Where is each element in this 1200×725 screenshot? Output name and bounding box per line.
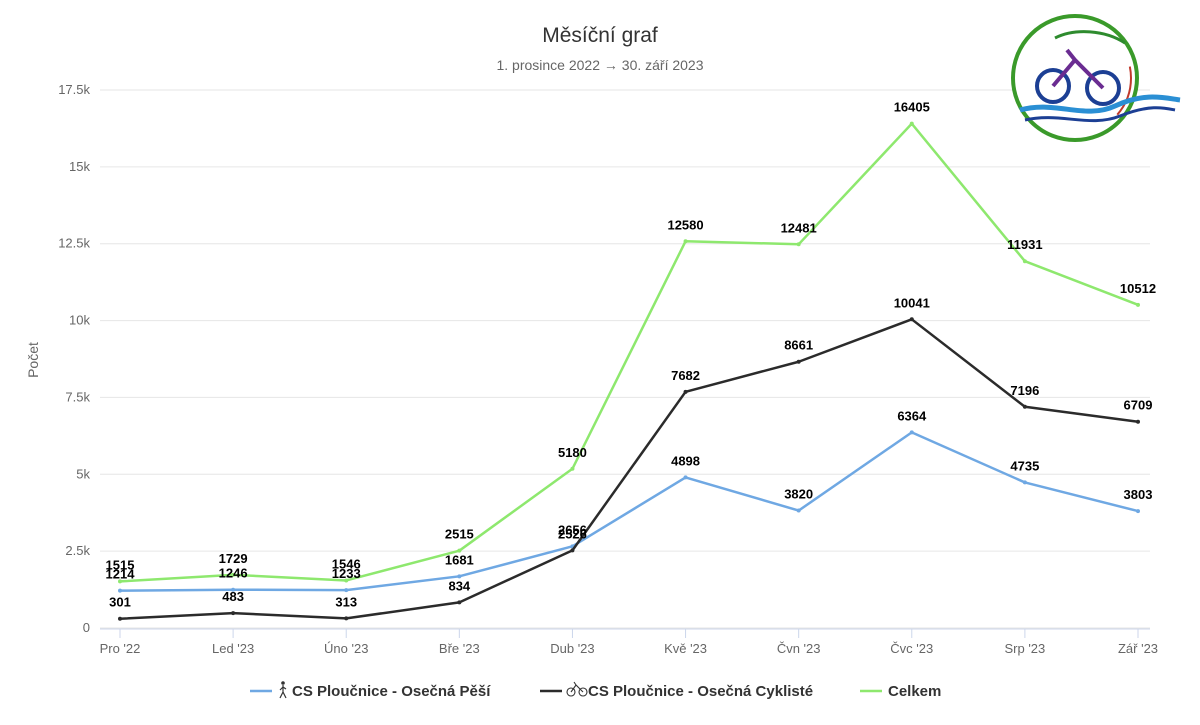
data-label: 1681 bbox=[445, 552, 474, 567]
data-label: 1515 bbox=[106, 557, 135, 572]
y-axis-ticks: 0 2.5k 5k 7.5k 10k 12.5k 15k 17.5k bbox=[58, 82, 90, 635]
data-point bbox=[231, 572, 236, 577]
data-point bbox=[118, 616, 122, 621]
data-point bbox=[118, 579, 122, 584]
data-label: 12481 bbox=[781, 220, 817, 235]
data-point bbox=[457, 574, 462, 579]
data-point bbox=[683, 239, 688, 244]
x-tick-label: Zář '23 bbox=[1118, 641, 1158, 656]
data-point bbox=[909, 430, 914, 435]
data-point bbox=[1136, 302, 1140, 307]
series-line-0 bbox=[119, 431, 1139, 592]
x-axis: Pro '22 Led '23 Úno '23 Bře '23 Dub '23 Kvě '… bbox=[100, 628, 1158, 656]
data-point bbox=[457, 548, 462, 553]
data-label: 301 bbox=[109, 595, 131, 610]
data-label: 1233 bbox=[332, 566, 361, 581]
y-axis-title: Počet bbox=[25, 342, 41, 378]
legend-label: CS Ploučnice - Osečná Cyklisté bbox=[588, 683, 813, 700]
data-point bbox=[683, 389, 688, 394]
data-label: 10041 bbox=[894, 295, 930, 310]
data-label: 7682 bbox=[671, 368, 700, 383]
x-tick-label: Bře '23 bbox=[439, 641, 480, 656]
y-tick-label: 0 bbox=[83, 620, 90, 635]
data-point bbox=[1136, 509, 1140, 514]
data-label: 1214 bbox=[106, 567, 136, 582]
data-label: 8661 bbox=[784, 338, 813, 353]
data-point bbox=[683, 475, 688, 480]
data-label: 2515 bbox=[445, 527, 474, 542]
data-label: 16405 bbox=[894, 100, 930, 115]
data-label: 4898 bbox=[671, 453, 700, 468]
data-label: 7196 bbox=[1010, 383, 1039, 398]
data-point bbox=[1022, 404, 1027, 409]
club-logo bbox=[1011, 14, 1181, 142]
data-point bbox=[1022, 480, 1027, 485]
data-point bbox=[796, 359, 801, 364]
x-tick-label: Kvě '23 bbox=[664, 641, 707, 656]
series-line-2 bbox=[119, 122, 1139, 583]
legend-label: CS Ploučnice - Osečná Pěší bbox=[292, 683, 491, 700]
data-labels: 1214 1246 1233 1681 2656 4898 3820 6364 4735 3803… bbox=[106, 100, 1157, 610]
data-point bbox=[570, 466, 575, 471]
data-label: 2526 bbox=[558, 526, 587, 541]
data-point bbox=[570, 548, 575, 553]
y-tick-label: 10k bbox=[69, 313, 90, 328]
y-tick-label: 12.5k bbox=[58, 236, 90, 251]
series-line-1 bbox=[119, 318, 1139, 620]
y-tick-label: 5k bbox=[76, 466, 90, 481]
data-point bbox=[231, 611, 236, 616]
data-label: 10512 bbox=[1120, 281, 1156, 296]
pedestrian-icon bbox=[279, 681, 287, 699]
data-label: 5180 bbox=[558, 445, 587, 460]
data-point bbox=[796, 242, 801, 247]
data-label: 1246 bbox=[219, 566, 248, 581]
data-point bbox=[909, 121, 914, 126]
bicycle-icon bbox=[566, 681, 588, 697]
x-tick-label: Úno '23 bbox=[324, 641, 368, 656]
chart-title: Měsíční graf bbox=[542, 24, 658, 47]
data-label: 6709 bbox=[1124, 398, 1153, 413]
y-tick-label: 7.5k bbox=[65, 389, 90, 404]
data-label: 1729 bbox=[219, 551, 248, 566]
data-label: 6364 bbox=[897, 408, 927, 423]
data-label: 1546 bbox=[332, 556, 361, 571]
data-point bbox=[118, 588, 122, 593]
series-lines bbox=[118, 121, 1140, 621]
data-label: 3803 bbox=[1124, 487, 1153, 502]
data-point bbox=[457, 600, 462, 605]
y-tick-label: 17.5k bbox=[58, 82, 90, 97]
data-point bbox=[344, 588, 349, 593]
x-tick-label: Pro '22 bbox=[100, 641, 141, 656]
data-label: 313 bbox=[335, 594, 357, 609]
data-point bbox=[909, 317, 914, 322]
data-label: 834 bbox=[448, 578, 470, 593]
data-point bbox=[231, 587, 236, 592]
y-tick-label: 2.5k bbox=[65, 543, 90, 558]
data-label: 2656 bbox=[558, 522, 587, 537]
legend: CS Ploučnice - Osečná Pěší CS Ploučnice -… bbox=[250, 681, 941, 700]
x-tick-label: Čvn '23 bbox=[777, 641, 821, 656]
data-point bbox=[344, 616, 349, 621]
data-point bbox=[344, 578, 349, 583]
y-tick-label: 15k bbox=[69, 159, 90, 174]
data-point bbox=[1136, 419, 1140, 424]
grid-lines bbox=[100, 89, 1150, 629]
data-label: 11931 bbox=[1007, 237, 1042, 252]
x-tick-label: Dub '23 bbox=[550, 641, 594, 656]
data-label: 12580 bbox=[667, 217, 703, 232]
data-label: 4735 bbox=[1010, 458, 1039, 473]
chart-subtitle: 1. prosince 2022 → 30. září 2023 bbox=[496, 57, 703, 73]
x-tick-label: Led '23 bbox=[212, 641, 254, 656]
data-point bbox=[796, 508, 801, 513]
x-tick-label: Srp '23 bbox=[1004, 641, 1045, 656]
data-label: 483 bbox=[222, 589, 244, 604]
data-point bbox=[1022, 259, 1027, 264]
data-label: 3820 bbox=[784, 487, 813, 502]
legend-label: Celkem bbox=[888, 683, 941, 700]
x-tick-label: Čvc '23 bbox=[890, 641, 933, 656]
